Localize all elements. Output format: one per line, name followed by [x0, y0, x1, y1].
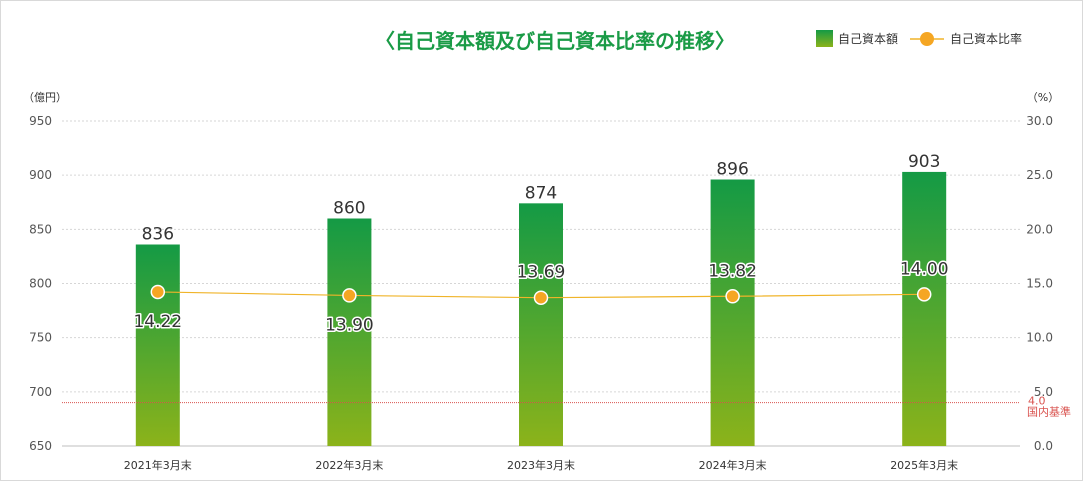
y-left-tick: 700	[29, 385, 52, 399]
bar-value-label: 896	[716, 160, 748, 180]
y-right-tick: 20.0	[1026, 222, 1053, 236]
bar-value-label: 874	[525, 183, 557, 203]
bar	[902, 171, 947, 446]
legend-bar-label: 自己資本額	[838, 32, 898, 46]
bar	[519, 203, 563, 446]
y-left-tick: 750	[29, 331, 52, 345]
bar-value-label: 860	[333, 199, 365, 219]
bar-value-label: 836	[142, 225, 174, 245]
y-right-tick: 5.0	[1034, 385, 1053, 399]
x-tick-label: 2024年3月末	[699, 458, 767, 472]
y-left-tick: 900	[29, 168, 52, 182]
reference-value-label: 4.0	[1028, 395, 1046, 408]
y-left-tick: 850	[29, 222, 52, 236]
chart-title: 〈自己資本額及び自己資本比率の推移〉	[375, 29, 735, 53]
y-right-tick: 25.0	[1026, 168, 1053, 182]
x-tick-label: 2022年3月末	[315, 458, 383, 472]
ratio-point	[150, 284, 166, 300]
ratio-point	[916, 287, 932, 302]
x-tick-label: 2023年3月末	[507, 458, 575, 472]
y-left-tick: 650	[29, 439, 52, 453]
y-right-tick: 30.0	[1026, 114, 1053, 128]
bar	[135, 244, 180, 446]
reference-line-label: 国内基準	[1027, 405, 1071, 419]
x-tick-label: 2021年3月末	[124, 458, 192, 472]
bar	[710, 179, 755, 446]
y-right-tick: 0.0	[1034, 439, 1053, 453]
ratio-value-label: 13.82	[708, 261, 757, 281]
ratio-value-label: 13.69	[517, 263, 566, 283]
ratio-point	[533, 290, 549, 305]
legend-bar-swatch	[816, 30, 833, 47]
ratio-point	[342, 288, 357, 303]
y-left-unit: （億円）	[23, 91, 67, 104]
legend-line-marker	[920, 32, 934, 46]
y-left-tick: 950	[29, 114, 52, 128]
y-right-tick: 15.0	[1026, 277, 1053, 291]
ratio-value-label: 14.22	[133, 312, 182, 332]
ratio-point	[725, 289, 740, 304]
legend-line-label: 自己資本比率	[950, 31, 1022, 46]
ratio-value-label: 14.00	[900, 259, 949, 279]
y-left-tick: 800	[29, 277, 52, 291]
bar	[327, 218, 372, 446]
ratio-value-label: 13.90	[325, 315, 374, 335]
y-right-unit: （%）	[1027, 91, 1059, 104]
bar-value-label: 903	[908, 152, 940, 172]
x-tick-label: 2025年3月末	[890, 458, 958, 472]
y-right-tick: 10.0	[1026, 331, 1053, 345]
